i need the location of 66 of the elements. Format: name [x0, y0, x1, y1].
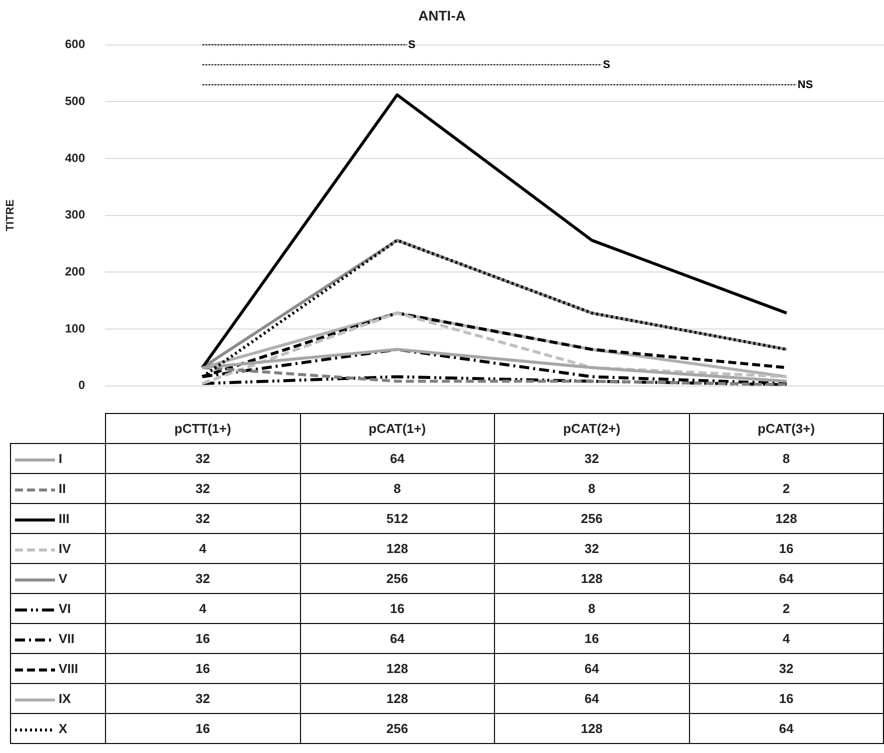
data-label: 32 [494, 444, 689, 474]
legend-label: VI [58, 601, 71, 616]
data-label: 32 [106, 444, 300, 474]
data-label: 16 [106, 624, 300, 654]
data-label: 64 [494, 654, 689, 684]
legend-label: IX [58, 691, 71, 706]
data-label: 64 [494, 684, 689, 714]
data-label: 4 [106, 534, 300, 564]
y-tick-label: 0 [78, 378, 86, 392]
data-label: 2 [689, 594, 884, 624]
data-label: 8 [494, 474, 689, 504]
data-label: 16 [494, 624, 689, 654]
data-label: 128 [300, 534, 494, 564]
y-tick-label: 300 [64, 208, 86, 222]
data-label: 4 [689, 624, 884, 654]
legend-label: V [58, 571, 68, 586]
data-label: 128 [300, 684, 494, 714]
data-label: 256 [300, 564, 494, 594]
data-label: 8 [689, 444, 884, 474]
data-label: 32 [106, 684, 300, 714]
data-label: 16 [106, 654, 300, 684]
data-label: 64 [300, 444, 494, 474]
y-tick-label: 500 [64, 94, 86, 108]
legend-label: VIII [58, 661, 78, 676]
data-label: 16 [689, 684, 884, 714]
x-tick-label: pCAT(3+) [689, 414, 884, 444]
annotation: NS [798, 78, 813, 91]
data-label: 2 [689, 474, 884, 504]
legend-label: II [58, 481, 66, 496]
data-label: 32 [689, 654, 884, 684]
y-tick-label: 200 [64, 264, 86, 278]
x-tick-label: pCAT(1+) [300, 414, 494, 444]
annotation: S [408, 38, 416, 51]
data-label: 32 [106, 504, 300, 534]
y-tick-label: 100 [64, 321, 86, 336]
y-axis-title: TITRE [4, 199, 17, 232]
data-label: 32 [494, 534, 689, 564]
legend-label: X [58, 721, 68, 736]
data-label: 128 [494, 714, 689, 744]
legend-label: IV [58, 541, 71, 556]
data-label: 8 [300, 474, 494, 504]
y-tick-label: 400 [64, 150, 86, 165]
data-label: 64 [300, 624, 494, 654]
data-label: 32 [106, 474, 300, 504]
data-label: 256 [300, 714, 494, 744]
data-label: 128 [300, 654, 494, 684]
data-label: 128 [494, 564, 689, 594]
data-label: 16 [689, 534, 884, 564]
y-tick-label: 600 [64, 37, 86, 52]
x-tick-label: pCAT(2+) [494, 414, 689, 444]
data-label: 8 [494, 594, 689, 624]
x-tick-label: pCTT(1+) [106, 414, 300, 444]
data-label: 16 [300, 594, 494, 624]
data-label: 256 [494, 504, 689, 534]
data-label: 64 [689, 714, 884, 744]
data-label: 4 [106, 594, 300, 624]
data-label: 16 [106, 714, 300, 744]
data-label: 32 [106, 564, 300, 594]
annotation: S [602, 58, 610, 71]
data-label: 128 [689, 504, 884, 534]
data-label: 512 [300, 504, 494, 534]
data-label: 64 [689, 564, 884, 594]
legend-label: I [58, 451, 62, 466]
legend-label: III [58, 511, 70, 526]
legend-label: VII [58, 631, 75, 646]
chart-title: ANTI-A [418, 7, 466, 24]
